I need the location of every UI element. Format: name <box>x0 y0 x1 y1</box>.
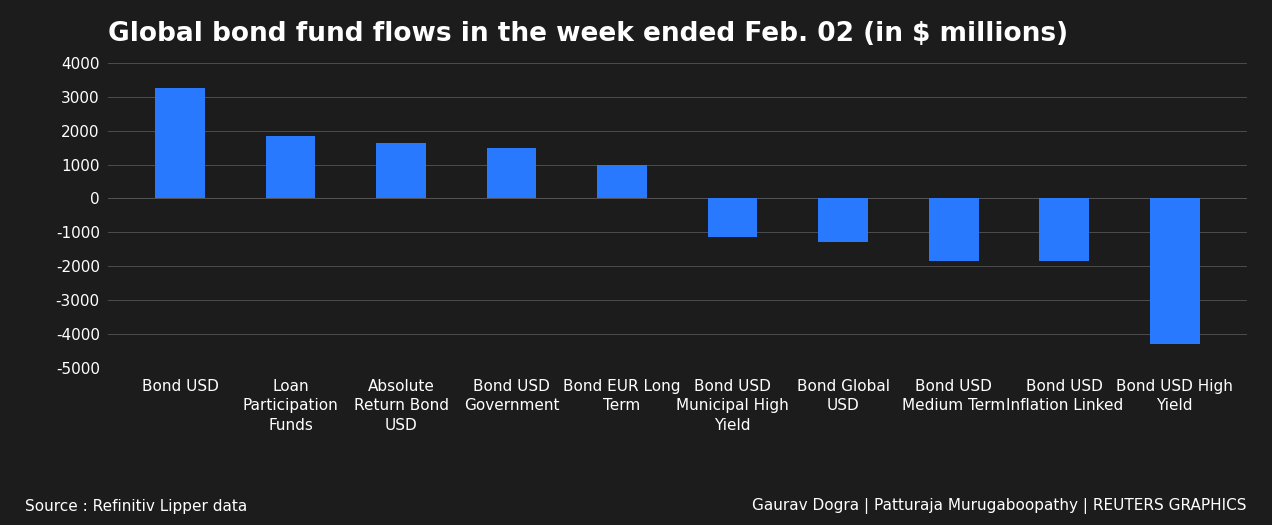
Text: Source : Refinitiv Lipper data: Source : Refinitiv Lipper data <box>25 499 248 514</box>
Bar <box>818 198 868 243</box>
Bar <box>1150 198 1199 344</box>
Bar <box>377 142 426 198</box>
Bar <box>266 136 315 198</box>
Bar <box>707 198 757 237</box>
Bar <box>929 198 978 261</box>
Bar <box>155 88 205 198</box>
Bar <box>598 164 647 198</box>
Text: Gaurav Dogra | Patturaja Murugaboopathy | REUTERS GRAPHICS: Gaurav Dogra | Patturaja Murugaboopathy … <box>752 499 1247 514</box>
Bar <box>1039 198 1089 261</box>
Bar <box>487 148 537 198</box>
Text: Global bond fund flows in the week ended Feb. 02 (in $ millions): Global bond fund flows in the week ended… <box>108 21 1068 47</box>
